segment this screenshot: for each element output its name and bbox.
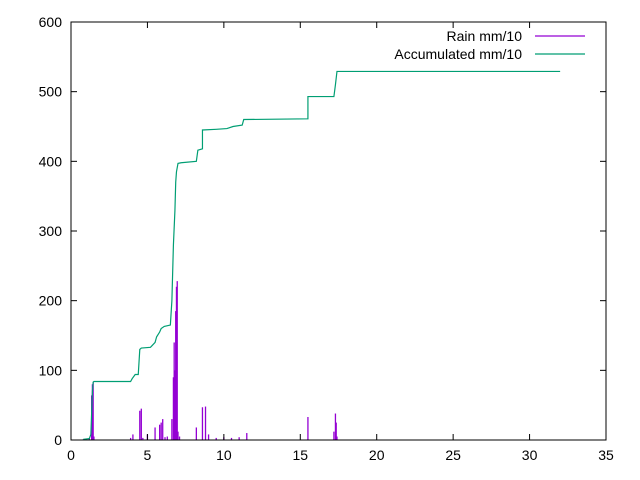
x-tick-label: 10 (216, 447, 232, 463)
ticks-layer: 0 5 10 15 20 25 30 35 0 100 200 300 400 500 600 (39, 14, 614, 463)
plot-frame (70, 21, 607, 441)
series-layer (82, 70, 561, 440)
x-tick-label: 15 (292, 447, 308, 463)
x-tick-label: 0 (67, 447, 75, 463)
y-tick-label: 300 (39, 223, 63, 239)
legend: Rain mm/10 Accumulated mm/10 (394, 28, 585, 62)
x-tick-label: 30 (522, 447, 538, 463)
series-2 (83, 70, 561, 440)
series-1 (82, 281, 338, 440)
x-tick-label: 5 (144, 447, 152, 463)
y-tick-label: 100 (39, 362, 63, 378)
y-tick-label: 200 (39, 293, 63, 309)
y-tick-label: 600 (39, 14, 63, 30)
legend-label: Rain mm/10 (447, 28, 523, 44)
x-tick-label: 20 (369, 447, 385, 463)
y-tick-label: 500 (39, 84, 63, 100)
y-tick-label: 0 (54, 432, 62, 448)
x-tick-label: 35 (598, 447, 614, 463)
accumulated-line (83, 70, 561, 440)
legend-label: Accumulated mm/10 (394, 46, 522, 62)
y-tick-label: 400 (39, 153, 63, 169)
x-tick-label: 25 (445, 447, 461, 463)
